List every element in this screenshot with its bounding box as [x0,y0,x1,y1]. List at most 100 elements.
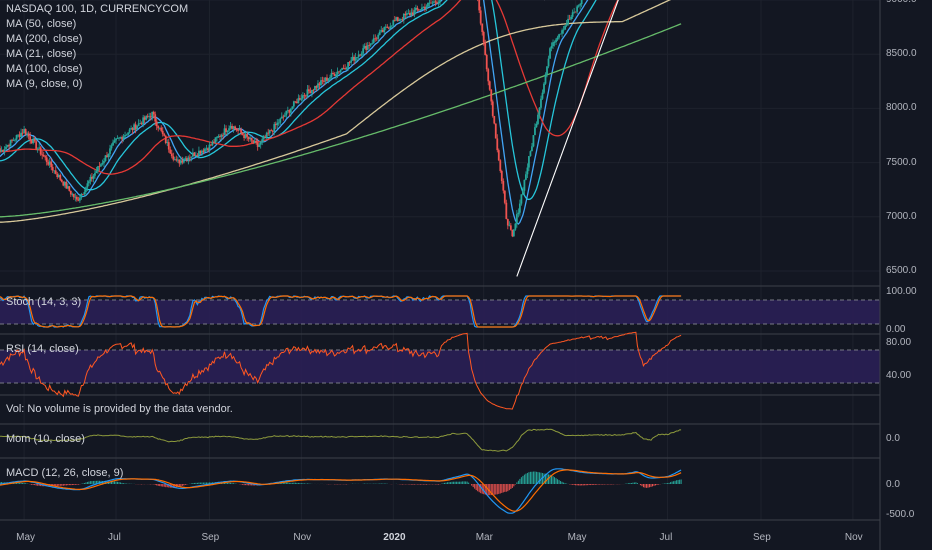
trend-channel[interactable] [516,0,681,277]
candle-body [235,128,238,131]
candle-body [103,160,105,164]
candle-body [68,186,71,191]
candle-body [77,199,80,201]
candle-body [351,56,354,61]
candle-body [253,140,256,143]
chart-title[interactable]: NASDAQ 100, 1D, CURRENCYCOM [6,3,189,15]
candle-body [363,45,366,49]
ma-line [0,23,682,218]
candle-body [15,135,18,140]
candle-body [500,170,503,182]
macd-signal-line [0,469,682,512]
y-tick-label: 9000.0 [886,0,917,5]
candle-body [374,38,377,40]
legend-ma21[interactable]: MA (21, close) [6,48,77,60]
candle-body [157,126,160,129]
candle-body [324,77,327,82]
candle-body [176,159,179,161]
candle-body [190,156,193,158]
candle-body [17,134,19,136]
candle-body [571,12,574,17]
candle-body [148,116,151,118]
candle-body [232,126,235,129]
stoch-title[interactable]: Stoch (14, 3, 3) [6,296,82,308]
candle-body [33,139,36,142]
legend-ma100[interactable]: MA (100, close) [6,63,83,75]
candle-body [47,161,50,165]
candle-body [57,175,60,178]
candle-body [360,53,363,56]
candle-body [493,115,496,124]
candle-body [525,174,527,180]
candle-body [378,31,381,35]
candle-body [154,114,157,122]
x-tick-label: 2020 [383,532,406,543]
candle-body [35,141,38,149]
candle-body [243,134,246,138]
candle-body [425,6,428,9]
candle-body [83,192,86,195]
candle-body [424,6,426,9]
candle-body [216,137,218,138]
candle-body [222,134,224,136]
grid-lines [0,0,880,520]
candle-body [368,45,371,47]
legend-ma200[interactable]: MA (200, close) [6,33,83,45]
candle-body [84,187,87,193]
candle-body [113,140,116,143]
candle-body [518,203,521,213]
mom-curve [0,428,682,452]
candle-body [383,27,386,33]
candle-body [574,11,577,13]
candle-body [208,144,211,151]
candle-body [526,167,529,175]
ma-line [0,0,597,201]
candle-body [226,130,229,133]
legend-ma50[interactable]: MA (50, close) [6,18,77,30]
candle-body [2,150,4,152]
candle-body [0,150,3,152]
candle-body [428,2,431,4]
candle-body [184,158,187,161]
candle-body [402,13,405,20]
candle-body [250,137,253,141]
macd-lines [0,468,682,514]
candle-body [320,80,322,86]
candle-body [375,38,378,40]
candle-body [210,144,212,146]
candle-body [580,0,583,5]
candle-body [317,83,319,88]
candle-body [240,129,243,133]
candle-body [413,10,416,15]
candle-body [439,0,441,3]
candle-body [407,13,410,14]
candle-body [258,144,261,147]
rsi-title[interactable]: RSI (14, close) [6,343,79,355]
candle-body [303,95,306,97]
candle-body [540,98,542,108]
candle-body [170,153,173,157]
candle-body [62,181,65,186]
vol-title[interactable]: Vol: No volume is provided by the data v… [6,403,233,415]
candle-body [579,4,582,6]
candle-body [556,37,559,40]
macd-title[interactable]: MACD (12, 26, close, 9) [6,467,124,479]
candle-body [50,161,53,168]
x-tick-label: Nov [844,532,863,543]
candle-body [365,45,368,50]
candle-body [213,141,215,143]
candle-body [125,134,128,136]
candle-body [362,48,365,54]
candle-body [431,2,434,4]
stoch-band [0,300,880,324]
candle-body [187,157,190,161]
candle-body [146,115,149,117]
candle-body [95,171,98,174]
legend-ma9[interactable]: MA (9, close, 0) [6,78,83,90]
mom-title[interactable]: Mom (10, close) [6,433,85,445]
candle-body [345,67,348,70]
candle-body [338,71,340,73]
candle-body [196,155,199,156]
candle-body [366,45,369,50]
